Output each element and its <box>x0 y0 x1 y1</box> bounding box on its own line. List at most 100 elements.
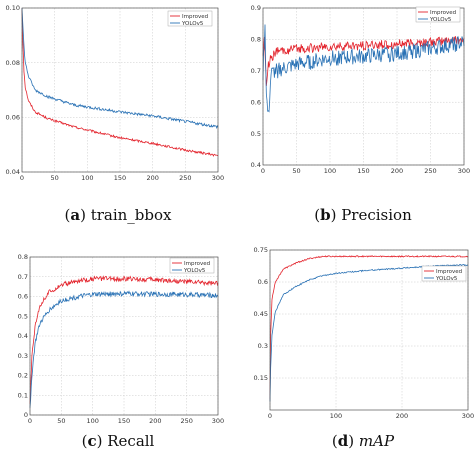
x-tick-label: 50 <box>292 167 300 175</box>
x-tick-label: 100 <box>81 174 93 182</box>
series-line-yolov5 <box>29 290 219 408</box>
axes-frame <box>29 256 219 416</box>
caption-paren: ( <box>314 206 320 224</box>
x-tick-label: 200 <box>396 412 408 420</box>
legend-label: Improved <box>184 261 210 267</box>
y-tick-label: 0.08 <box>6 59 20 67</box>
x-tick-label: 50 <box>57 417 65 425</box>
y-tick-label: 0.3 <box>258 342 268 350</box>
caption-paren: ( <box>82 432 88 450</box>
x-tick-label: 0 <box>20 174 24 182</box>
caption-text: mAP <box>359 432 395 450</box>
x-tick-label: 300 <box>212 417 224 425</box>
x-tick-label: 0 <box>28 417 32 425</box>
caption-text: Precision <box>341 206 412 224</box>
y-tick-label: 0.4 <box>18 332 28 340</box>
series-line-improved <box>262 36 465 87</box>
caption-paren: ) <box>348 432 359 450</box>
y-tick-label: 0.06 <box>6 114 20 122</box>
legend-label: Improved <box>430 10 456 16</box>
x-tick-label: 250 <box>424 167 436 175</box>
y-tick-label: 0.2 <box>18 372 28 380</box>
legend-box <box>415 6 461 23</box>
chart-panel-b: 0 50 100 150 200 250 300 0.4 0.5 0.6 0.7 0.8 0.9 Impr… <box>251 4 471 224</box>
y-tick-label: 0.6 <box>18 293 28 301</box>
y-tick-label: 0.7 <box>18 273 28 281</box>
x-tick-label: 100 <box>324 167 336 175</box>
x-tick-label: 100 <box>330 412 342 420</box>
x-tick-label: 250 <box>179 174 191 182</box>
y-tick-label: 0.5 <box>251 130 261 138</box>
y-tick-label: 0.6 <box>251 98 261 106</box>
chart-panel-d: 0 100 200 300 0.15 0.3 0.45 0.6 0.75 ImprovedYOLO… <box>254 246 474 450</box>
x-tick-label: 200 <box>391 167 403 175</box>
axes-frame <box>269 249 469 411</box>
y-tick-label: 0.4 <box>251 161 261 169</box>
y-tick-label: 0.3 <box>18 352 28 360</box>
chart-panel-a: 0 50 100 150 200 250 300 0.04 0.06 0.08 0.10 Improv… <box>6 4 225 224</box>
x-tick-label: 150 <box>357 167 369 175</box>
chart-panel-c: 0 50 100 150 200 250 300 0 0.1 0.2 0.3 0.4 0.5 0.6 0.7… <box>18 253 225 450</box>
x-tick-label: 150 <box>114 174 126 182</box>
axes-frame <box>262 7 465 166</box>
legend-box <box>167 10 213 27</box>
legend-label: YOLOv5 <box>429 17 452 23</box>
x-tick-label: 300 <box>212 174 224 182</box>
panel-caption: (c) Recall <box>82 432 155 450</box>
x-tick-label: 250 <box>180 417 192 425</box>
x-tick-label: 100 <box>86 417 98 425</box>
y-tick-label: 0.8 <box>251 36 261 44</box>
x-tick-label: 150 <box>118 417 130 425</box>
caption-letter: a <box>70 206 80 224</box>
y-tick-label: 0.75 <box>254 246 268 254</box>
legend-box <box>421 265 467 282</box>
y-tick-label: 0.45 <box>254 310 268 318</box>
legend-label: YOLOv5 <box>181 21 204 27</box>
x-tick-label: 300 <box>458 167 470 175</box>
axes-frame <box>21 7 219 173</box>
y-tick-label: 0.1 <box>18 391 28 399</box>
caption-paren: ) <box>97 432 108 450</box>
legend-label: YOLOv5 <box>435 276 458 282</box>
caption-paren: ( <box>64 206 70 224</box>
panel-caption: (a) train_bbox <box>64 206 172 224</box>
series-line-yolov5 <box>262 24 465 113</box>
y-tick-label: 0.04 <box>6 168 20 176</box>
y-tick-label: 0.6 <box>258 278 268 286</box>
panel-caption: (d) mAP <box>332 432 395 450</box>
series-line-improved <box>269 255 469 400</box>
x-tick-label: 0 <box>268 412 272 420</box>
series-line-improved <box>21 8 219 157</box>
legend-label: YOLOv5 <box>183 268 206 274</box>
y-tick-label: 0.10 <box>6 4 20 12</box>
legend-box <box>169 257 215 274</box>
caption-paren: ) <box>80 206 91 224</box>
legend-label: Improved <box>182 14 208 20</box>
x-tick-label: 200 <box>149 417 161 425</box>
y-tick-label: 0.5 <box>18 312 28 320</box>
x-tick-label: 0 <box>261 167 265 175</box>
x-tick-label: 300 <box>462 412 474 420</box>
caption-text: train_bbox <box>91 206 172 224</box>
series-line-yolov5 <box>21 7 219 129</box>
caption-text: Recall <box>107 432 154 450</box>
y-tick-label: 0 <box>24 411 28 419</box>
panel-caption: (b) Precision <box>314 206 412 224</box>
legend-label: Improved <box>436 269 462 275</box>
x-tick-label: 50 <box>51 174 59 182</box>
caption-letter: b <box>320 206 331 224</box>
caption-letter: c <box>87 432 96 450</box>
y-tick-label: 0.15 <box>254 374 268 382</box>
caption-paren: ( <box>332 432 338 450</box>
y-tick-label: 0.8 <box>18 253 28 261</box>
y-tick-label: 0.7 <box>251 67 261 75</box>
caption-paren: ) <box>331 206 342 224</box>
caption-letter: d <box>338 432 349 450</box>
series-line-improved <box>29 275 219 404</box>
y-tick-label: 0.9 <box>251 4 261 12</box>
